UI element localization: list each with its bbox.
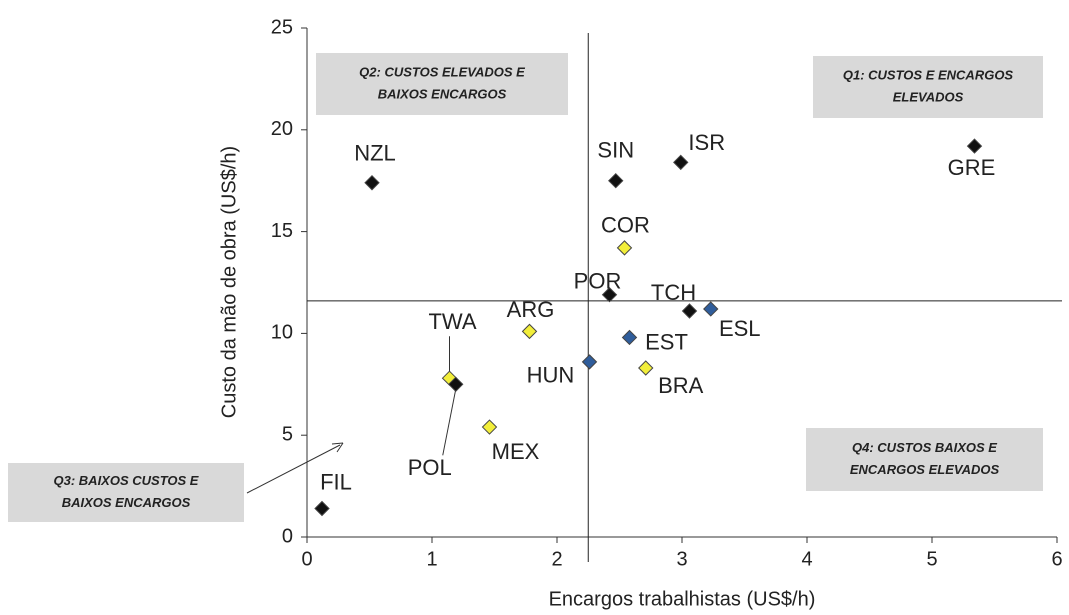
x-tick-label: 3: [676, 548, 687, 570]
point-label: EST: [645, 329, 688, 354]
point: [481, 419, 498, 435]
annotation-text: Q1: CUSTOS E ENCARGOS: [843, 67, 1014, 82]
y-tick-label: 5: [282, 423, 293, 445]
point-label: POR: [574, 269, 622, 294]
annotation-box: [806, 428, 1043, 491]
y-tick-label: 20: [271, 118, 293, 140]
annotation-box: [316, 53, 568, 115]
point-label: HUN: [527, 363, 575, 388]
annotation-text: Q3: BAIXOS CUSTOS E: [54, 473, 199, 488]
annotation-text: ELEVADOS: [893, 89, 964, 104]
annotation-arrow: [246, 444, 341, 494]
point: [448, 376, 464, 393]
point-label: GRE: [948, 155, 996, 180]
point-label: COR: [601, 213, 650, 238]
point: [621, 329, 638, 346]
y-tick-label: 0: [282, 525, 293, 547]
point-label: ISR: [688, 130, 725, 155]
annotation-box: [813, 56, 1043, 118]
point: [581, 354, 598, 370]
label-leader: [442, 389, 457, 456]
point: [703, 301, 719, 317]
point: [673, 154, 689, 171]
point-label: SIN: [597, 138, 634, 163]
point-label: TCH: [651, 280, 696, 305]
point-label: NZL: [354, 141, 396, 166]
point: [608, 172, 624, 189]
x-tick-label: 1: [426, 548, 437, 570]
point-label: TWA: [428, 309, 476, 334]
y-tick-label: 25: [271, 16, 293, 38]
point-label: ARG: [507, 297, 555, 322]
x-tick-label: 5: [926, 548, 937, 570]
point-label: POL: [408, 455, 452, 480]
x-tick-label: 0: [301, 548, 312, 570]
point-label: MEX: [492, 439, 540, 464]
y-tick-label: 10: [271, 322, 293, 344]
x-tick-label: 6: [1051, 548, 1062, 570]
x-axis-label: Encargos trabalhistas (US$/h): [549, 588, 816, 610]
annotation-text: BAIXOS ENCARGOS: [62, 495, 191, 510]
point: [966, 138, 983, 154]
y-axis-label: Custo da mão de obra (US$/h): [218, 146, 240, 418]
point: [314, 500, 330, 517]
annotation-text: Q2: CUSTOS ELEVADOS E: [359, 64, 525, 79]
y-tick-label: 15: [271, 220, 293, 242]
x-tick-label: 4: [801, 548, 812, 570]
annotation-box: [8, 463, 244, 522]
point: [364, 175, 380, 191]
point: [616, 240, 633, 256]
x-tick-label: 2: [551, 548, 562, 570]
point: [638, 360, 654, 376]
point-label: FIL: [320, 469, 352, 494]
point-label: ESL: [719, 316, 761, 341]
point: [681, 303, 698, 319]
annotation-text: Q4: CUSTOS BAIXOS E: [852, 440, 997, 455]
point: [601, 287, 618, 303]
point: [521, 323, 538, 340]
annotation-text: ENCARGOS ELEVADOS: [850, 462, 1000, 477]
point-label: BRA: [658, 373, 704, 398]
annotation-arrowhead: [331, 442, 344, 453]
annotation-text: BAIXOS ENCARGOS: [378, 86, 507, 101]
